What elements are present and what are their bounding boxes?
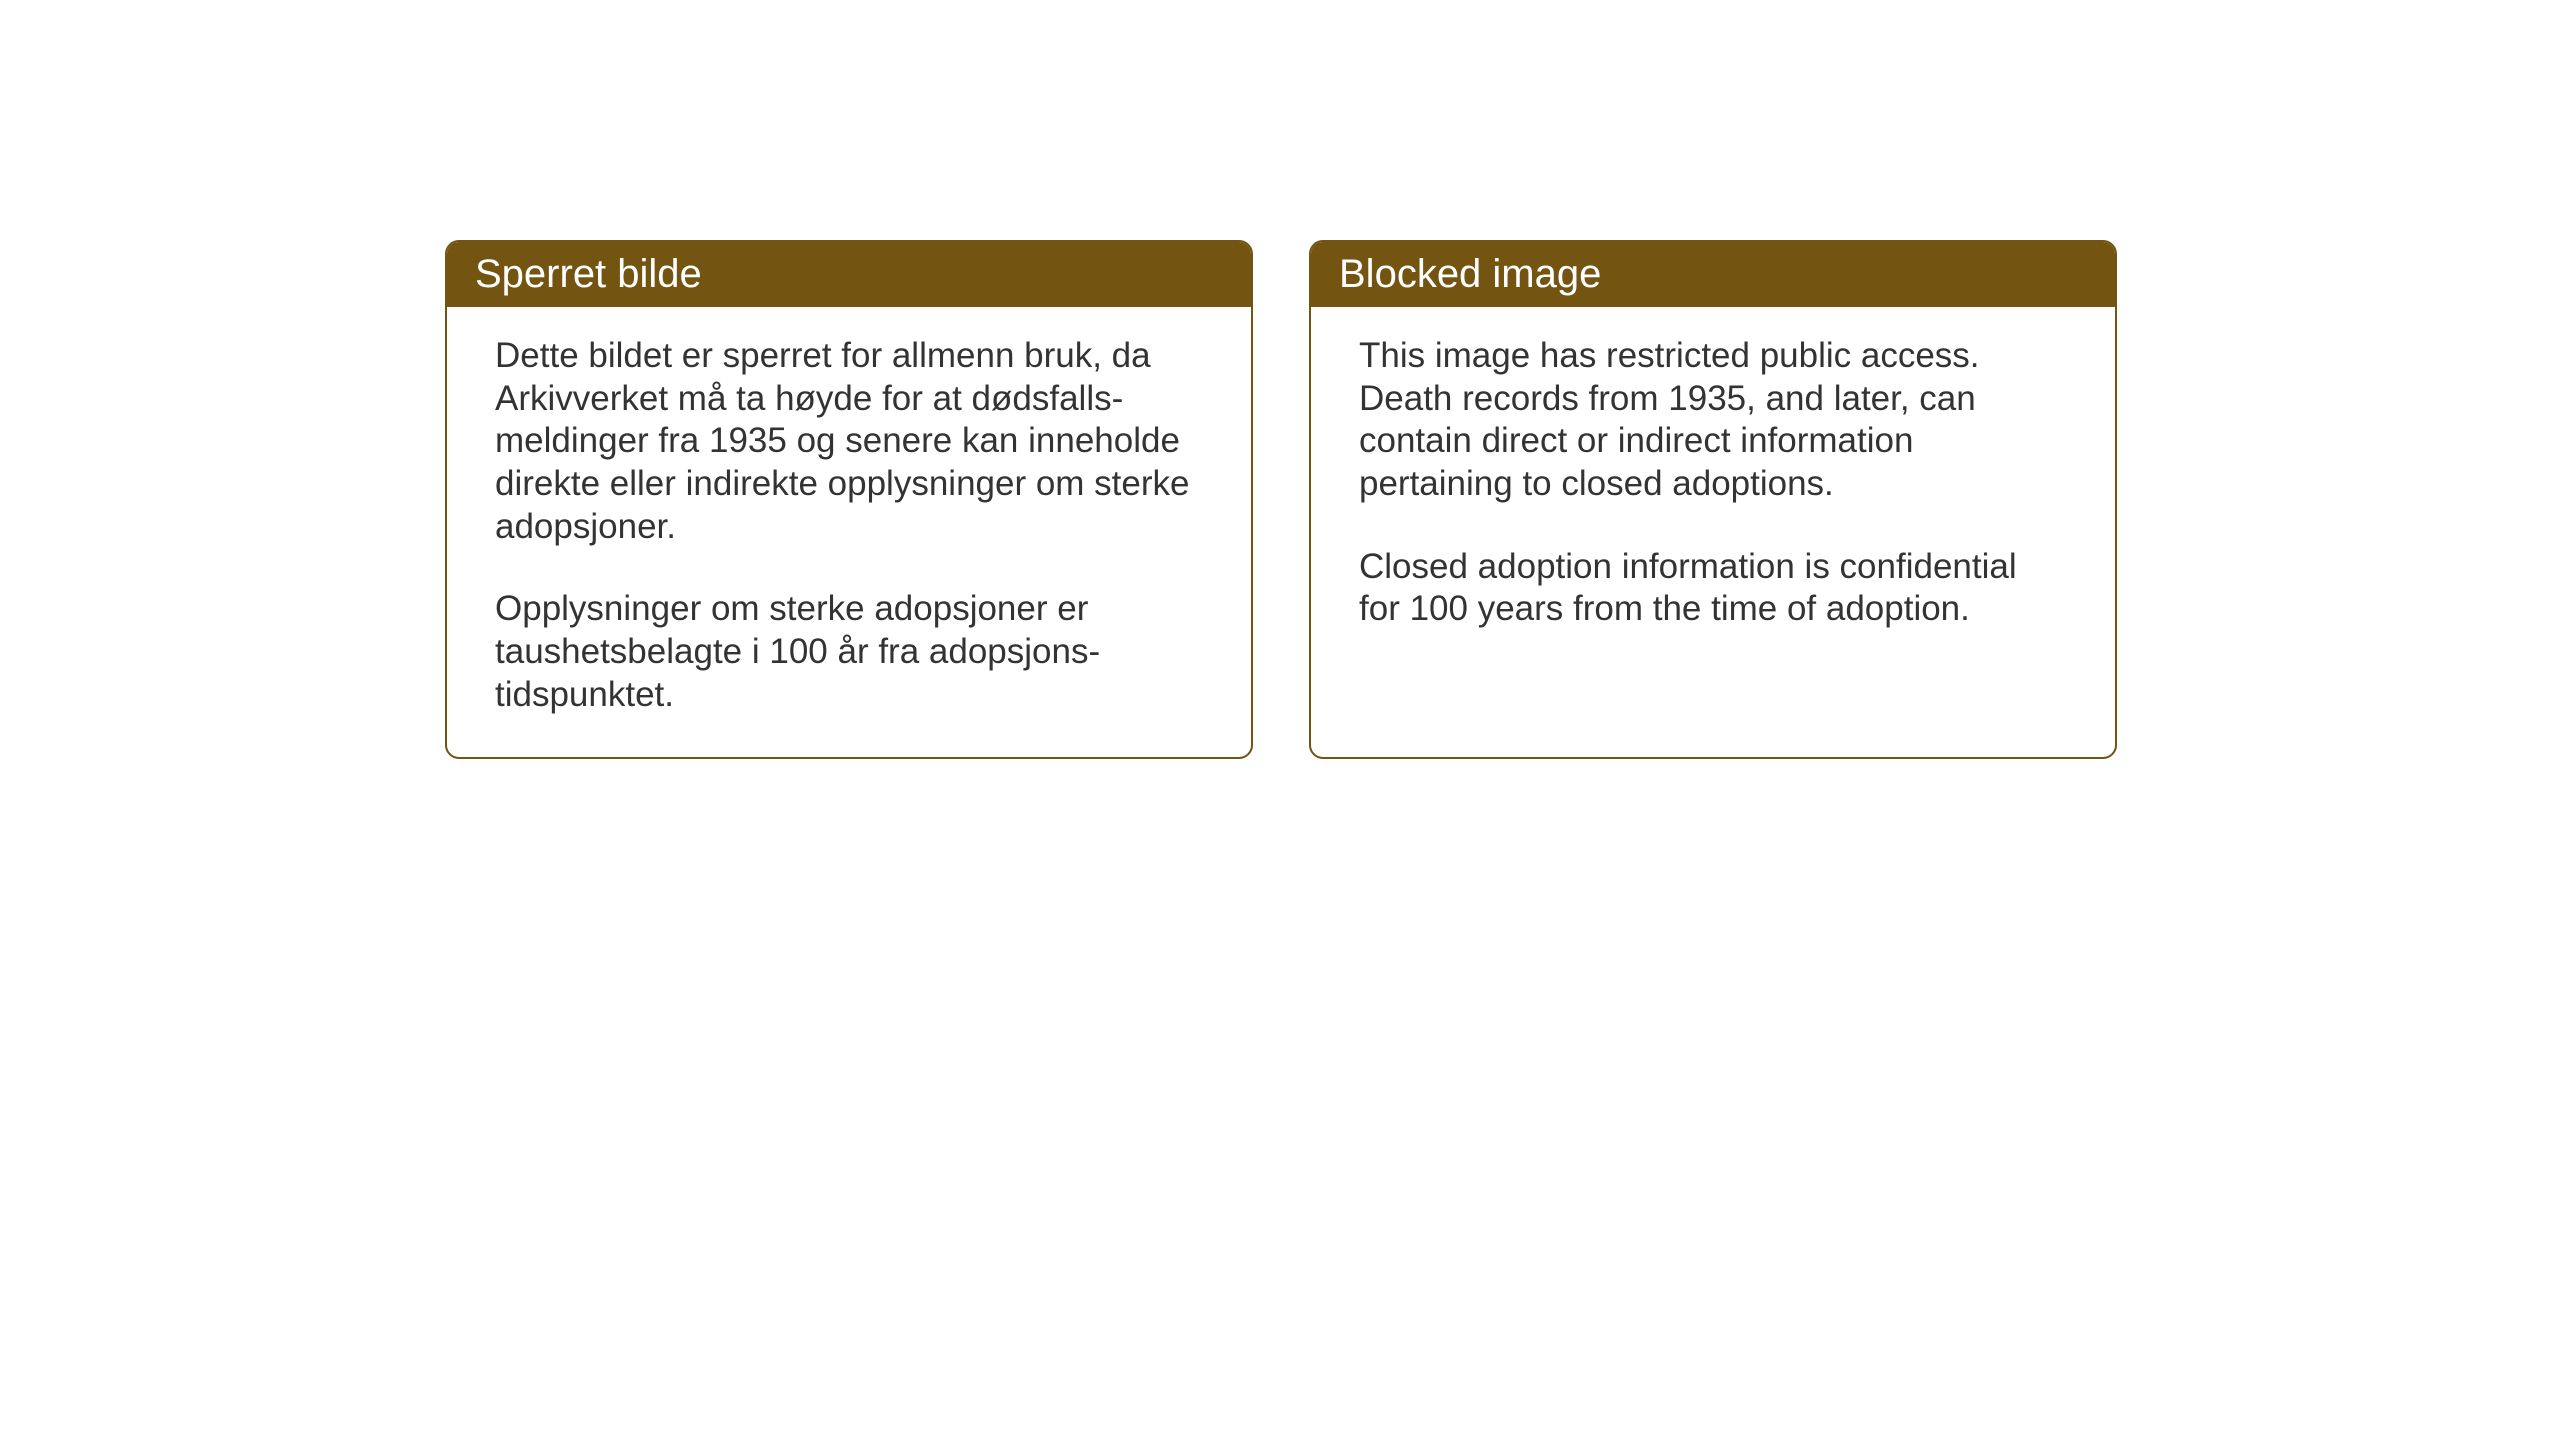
card-paragraph-1-english: This image has restricted public access.… xyxy=(1359,335,2067,506)
card-paragraph-1-norwegian: Dette bildet er sperret for allmenn bruk… xyxy=(495,335,1203,548)
card-title-norwegian: Sperret bilde xyxy=(475,252,702,296)
card-title-english: Blocked image xyxy=(1339,252,1601,296)
card-paragraph-2-english: Closed adoption information is confident… xyxy=(1359,546,2067,631)
notice-card-english: Blocked image This image has restricted … xyxy=(1309,240,2117,759)
notice-card-norwegian: Sperret bilde Dette bildet er sperret fo… xyxy=(445,240,1253,759)
card-header-norwegian: Sperret bilde xyxy=(447,242,1251,307)
card-paragraph-2-norwegian: Opplysninger om sterke adopsjoner er tau… xyxy=(495,588,1203,716)
card-body-english: This image has restricted public access.… xyxy=(1311,307,2115,671)
card-body-norwegian: Dette bildet er sperret for allmenn bruk… xyxy=(447,307,1251,757)
card-header-english: Blocked image xyxy=(1311,242,2115,307)
notice-cards-container: Sperret bilde Dette bildet er sperret fo… xyxy=(445,240,2117,759)
